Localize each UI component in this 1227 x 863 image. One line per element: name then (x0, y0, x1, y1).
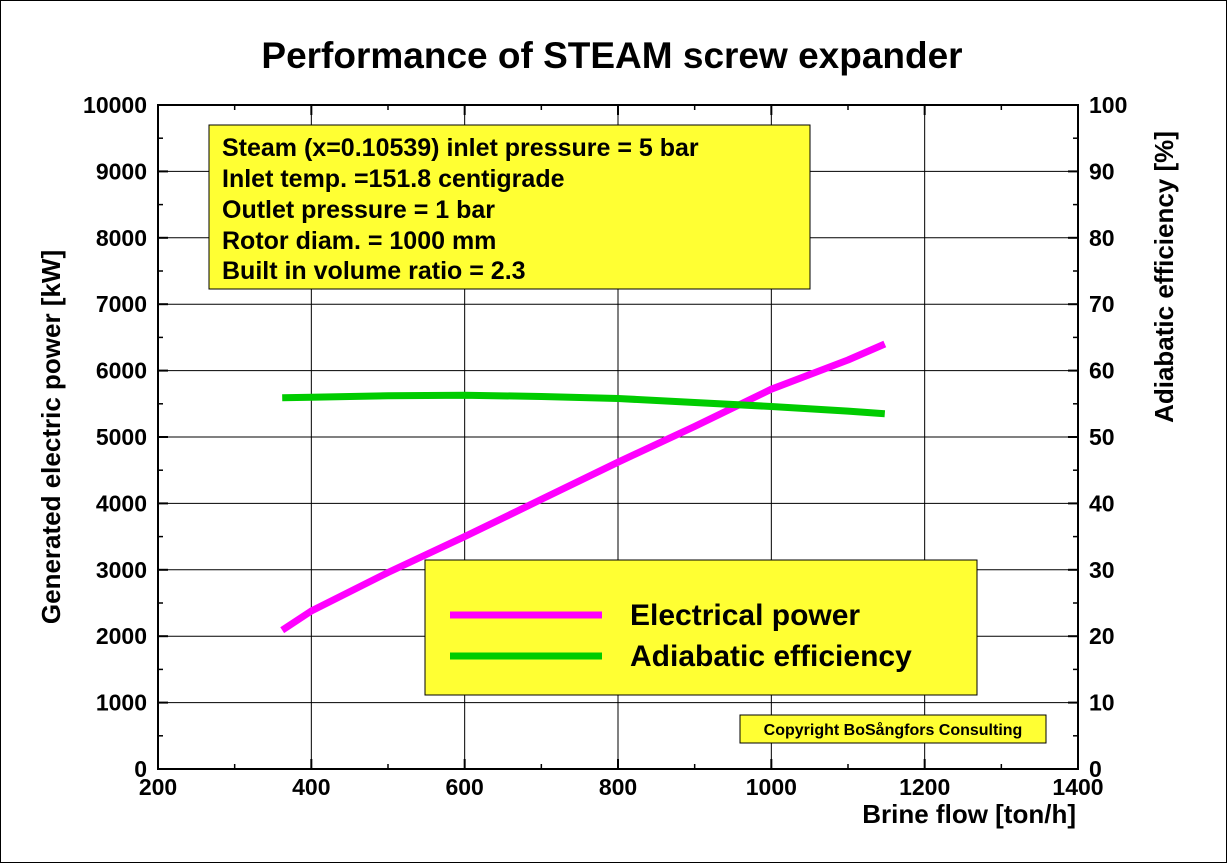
annotation-line-3: Outlet pressure = 1 bar (222, 196, 495, 224)
legend-label-electrical-power: Electrical power (630, 599, 860, 632)
x-tick-label: 1000 (746, 774, 797, 800)
series-lines (280, 340, 887, 634)
y-tick-label: 7000 (96, 291, 147, 317)
y2-tick-label: 10 (1089, 690, 1115, 716)
x-tick-label: 1400 (1052, 774, 1103, 800)
y2-tick-labels: 0 10 20 30 40 50 60 70 80 90 100 (1089, 92, 1127, 782)
y-tick-label: 6000 (96, 358, 147, 384)
plot-area-border (157, 104, 1079, 770)
x-tick-label: 600 (445, 774, 483, 800)
y2-tick-label: 0 (1089, 756, 1102, 782)
y-tick-labels: 0 1000 2000 3000 4000 5000 6000 7000 8000 9000 100… (83, 92, 147, 782)
y2-tick-label: 30 (1089, 557, 1115, 583)
y-tick-label: 4000 (96, 490, 147, 516)
series-line-adiabatic-efficiency (282, 391, 886, 418)
y-tick-label: 10000 (83, 92, 147, 118)
y2-tick-label: 80 (1089, 225, 1115, 251)
copyright-box: Copyright BoSångfors Consulting (739, 714, 1047, 744)
y2-tick-label: 20 (1089, 623, 1115, 649)
legend: Electrical power Adiabatic efficiency (424, 559, 978, 696)
x-axis-label: Brine flow [ton/h] (862, 799, 1076, 829)
y-tick-label: 1000 (96, 690, 147, 716)
legend-background (424, 559, 978, 696)
y2-tick-label: 70 (1089, 291, 1115, 317)
y-tick-label: 3000 (96, 557, 147, 583)
x-tick-label: 1200 (899, 774, 950, 800)
series-line-electrical-power (280, 340, 887, 634)
x-tick-label: 800 (599, 774, 637, 800)
copyright-background (739, 714, 1047, 744)
y-tick-label: 0 (134, 756, 147, 782)
annotation-line-5: Built in volume ratio = 2.3 (222, 257, 526, 285)
y-tick-label: 5000 (96, 424, 147, 450)
x-tick-label: 200 (139, 774, 177, 800)
y-tick-label: 9000 (96, 158, 147, 184)
x-tick-labels: 200 400 600 800 1000 1200 1400 (139, 774, 1104, 800)
y-tick-label: 8000 (96, 225, 147, 251)
y2-tick-label: 100 (1089, 92, 1127, 118)
y-tick-label: 2000 (96, 623, 147, 649)
y2-tick-label: 60 (1089, 358, 1115, 384)
y2-axis-label: Adiabatic efficiency [%] (1149, 131, 1179, 423)
annotation-line-2: Inlet temp. =151.8 centigrade (222, 165, 565, 193)
y-axis-label: Generated electric power [kW] (36, 250, 66, 624)
annotation-background (208, 124, 811, 290)
copyright-text: Copyright BoSångfors Consulting (764, 721, 1023, 739)
annotation-line-4: Rotor diam. = 1000 mm (222, 227, 496, 255)
annotation-line-1: Steam (x=0.10539) inlet pressure = 5 bar (222, 134, 699, 162)
legend-label-adiabatic-efficiency: Adiabatic efficiency (630, 640, 912, 673)
annotation-box: Steam (x=0.10539) inlet pressure = 5 bar… (208, 124, 811, 290)
y2-tick-label: 40 (1089, 490, 1115, 516)
y2-tick-label: 50 (1089, 424, 1115, 450)
x-tick-label: 400 (292, 774, 330, 800)
y2-tick-label: 90 (1089, 158, 1115, 184)
chart-title: Performance of STEAM screw expander (261, 35, 962, 76)
